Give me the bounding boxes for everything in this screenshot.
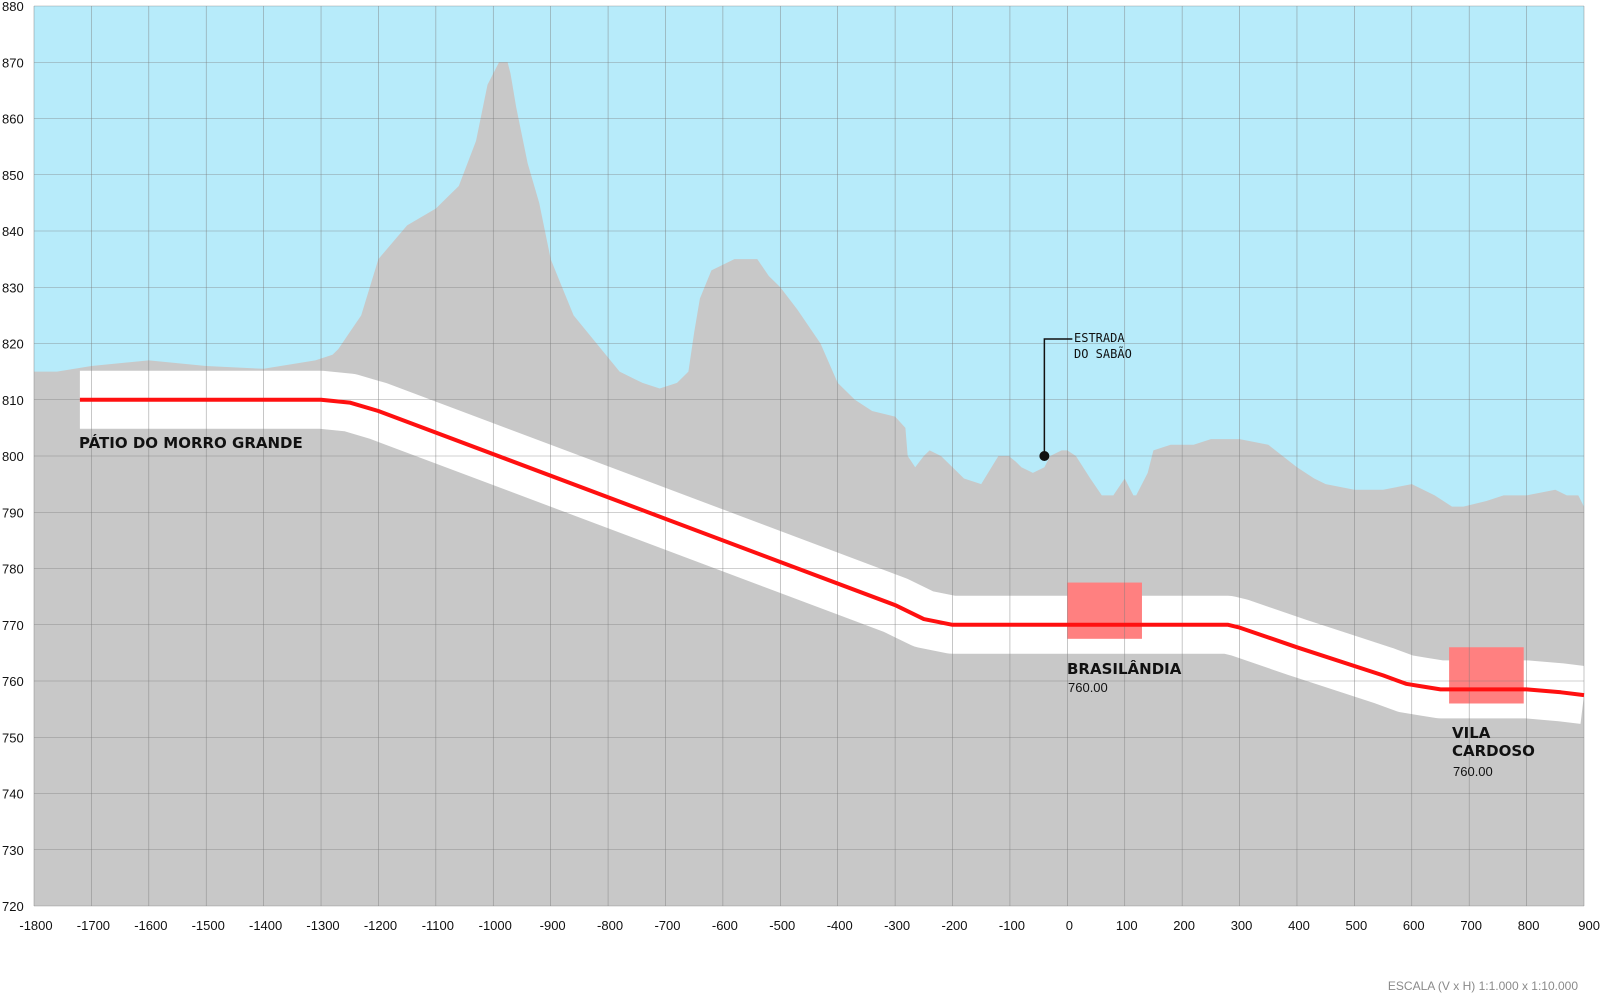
x-tick-label: 500 <box>1346 918 1368 933</box>
callout-leader-line <box>1043 338 1073 456</box>
callout-marker <box>1039 451 1050 461</box>
y-tick-label: 730 <box>2 843 24 858</box>
x-tick-label: 900 <box>1578 918 1600 933</box>
x-tick-label: -1600 <box>134 918 167 933</box>
x-tick-label: 300 <box>1231 918 1253 933</box>
y-tick-label: 840 <box>2 224 24 239</box>
x-tick-label: -200 <box>942 918 968 933</box>
callout-label-line2: DO SABÃO <box>1074 346 1132 361</box>
x-tick-label: -400 <box>827 918 853 933</box>
x-tick-label: -900 <box>540 918 566 933</box>
y-tick-label: 790 <box>2 505 24 520</box>
x-tick-label: -1000 <box>479 918 512 933</box>
station-label-brasilandia: BRASILÂNDIA <box>1067 659 1182 678</box>
x-tick-label: -1400 <box>249 918 282 933</box>
x-tick-label: 100 <box>1116 918 1138 933</box>
x-tick-label: 400 <box>1288 918 1310 933</box>
y-tick-label: 740 <box>2 787 24 802</box>
y-tick-label: 880 <box>2 0 24 14</box>
x-tick-label: -500 <box>769 918 795 933</box>
station-elevation-brasilandia: 760.00 <box>1068 680 1108 695</box>
y-tick-label: 760 <box>2 674 24 689</box>
x-tick-label: -1100 <box>422 918 454 933</box>
x-tick-label: -1200 <box>364 918 397 933</box>
y-tick-label: 800 <box>2 449 24 464</box>
station-label-cardoso-line2: CARDOSO <box>1452 742 1535 760</box>
x-tick-label: 800 <box>1518 918 1540 933</box>
y-tick-label: 820 <box>2 337 24 352</box>
x-tick-label: 200 <box>1173 918 1195 933</box>
y-tick-label: 870 <box>2 55 24 70</box>
x-tick-label: 600 <box>1403 918 1425 933</box>
y-tick-label: 770 <box>2 618 24 633</box>
y-tick-label: 860 <box>2 112 24 127</box>
station-label-vila-line1: VILA <box>1452 724 1491 742</box>
x-tick-label: 700 <box>1460 918 1482 933</box>
x-tick-label: -1700 <box>77 918 110 933</box>
station-label-patio-do-morro-grande: PÁTIO DO MORRO GRANDE <box>79 433 303 452</box>
y-tick-label: 780 <box>2 562 24 577</box>
callout-label-line1: ESTRADA <box>1074 331 1125 345</box>
scale-note: ESCALA (V x H) 1:1.000 x 1:10.000 <box>1388 979 1578 993</box>
station-elevation-vila-cardoso: 760.00 <box>1453 764 1493 779</box>
x-tick-label: -600 <box>712 918 738 933</box>
x-tick-label: -300 <box>884 918 910 933</box>
y-tick-label: 830 <box>2 280 24 295</box>
x-tick-label: -1800 <box>19 918 52 933</box>
brasilandia-station-box <box>1067 582 1142 639</box>
x-tick-label: 0 <box>1066 918 1073 933</box>
terrain-area <box>34 62 1584 907</box>
alignment-line <box>79 397 1585 698</box>
estrada-do-sabao-callout: ESTRADA DO SABÃO <box>1039 331 1132 461</box>
y-tick-label: 810 <box>2 393 24 408</box>
y-tick-label: 720 <box>2 899 24 914</box>
x-tick-label: -1500 <box>192 918 225 933</box>
y-tick-label: 750 <box>2 730 24 745</box>
x-axis-ticks: -1800 -1700 -1600 -1500 -1400 -1300 -1200 -1100… <box>19 918 1600 933</box>
x-tick-label: -100 <box>999 918 1025 933</box>
y-axis-ticks: 720 730 740 750 760 770 780 790 800 810 820 830 840 8… <box>2 0 24 914</box>
x-tick-label: -1300 <box>306 918 339 933</box>
vila-cardoso-station-box <box>1449 647 1524 704</box>
y-tick-label: 850 <box>2 168 24 183</box>
x-tick-label: -800 <box>597 918 623 933</box>
x-tick-label: -700 <box>654 918 680 933</box>
